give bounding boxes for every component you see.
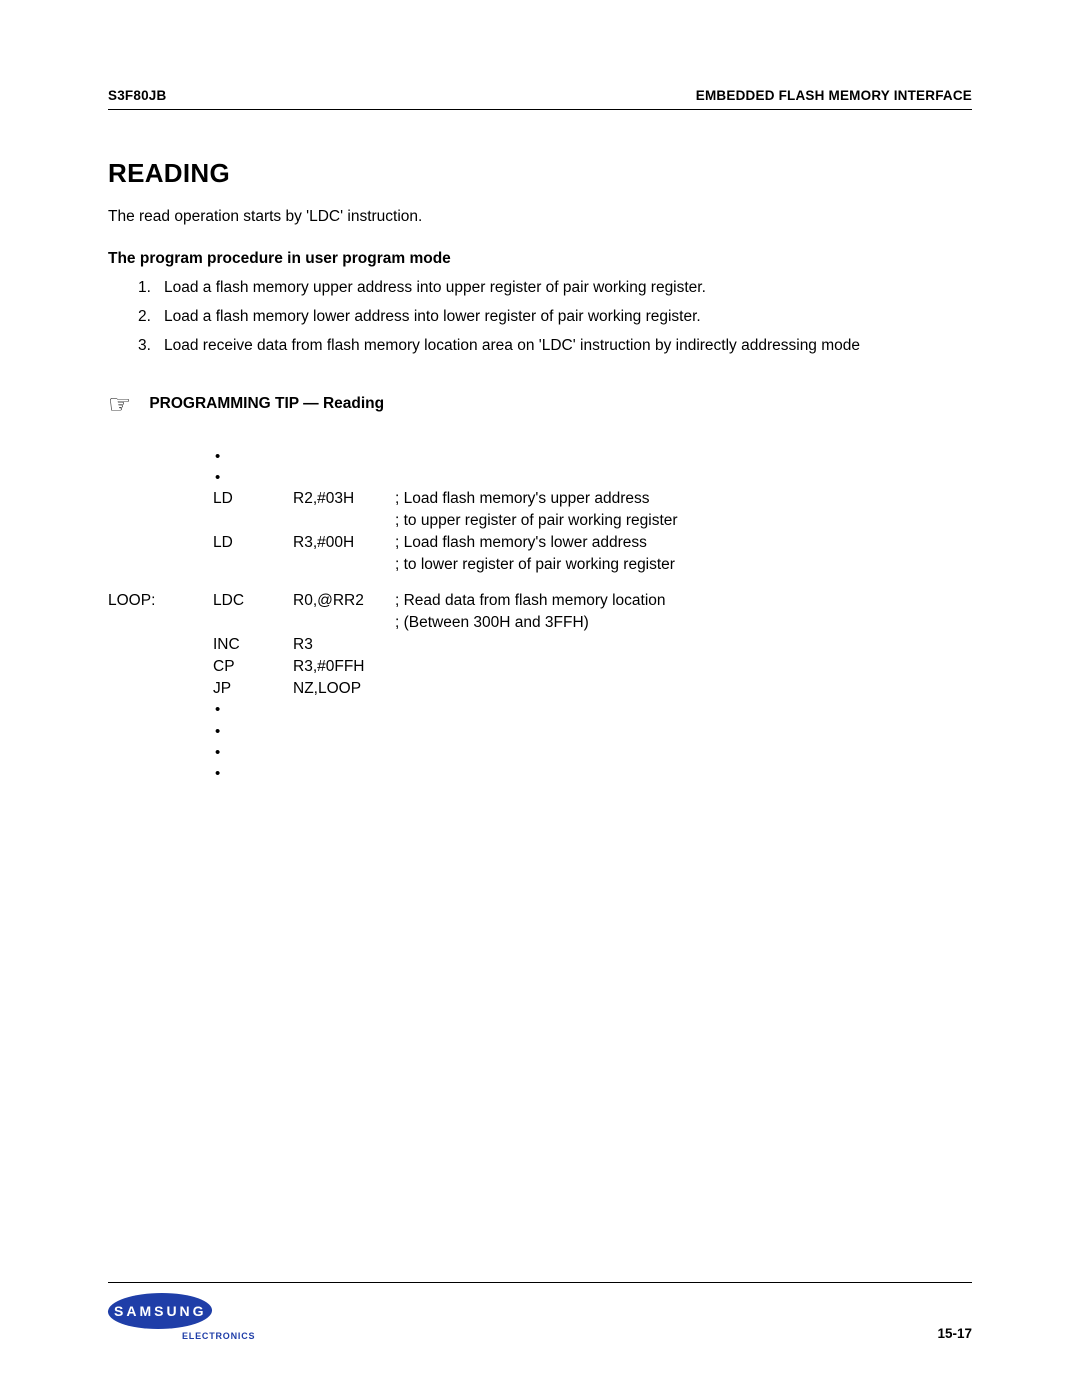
code-comment: ; Load flash memory's lower address [395,533,972,554]
code-mnemonic: LD [213,533,293,554]
code-dot-row: • [108,468,972,488]
code-operand: R0,@RR2 [293,591,395,612]
page-number: 15-17 [937,1326,972,1341]
code-row: ; to upper register of pair working regi… [108,511,972,532]
header-left: S3F80JB [108,88,166,103]
code-comment: ; (Between 300H and 3FFH) [395,613,972,634]
logo-text: SAMSUNG [114,1303,207,1319]
procedure-item: Load a flash memory upper address into u… [138,278,972,299]
code-operand: NZ,LOOP [293,679,395,700]
page-footer: SAMSUNG ELECTRONICS 15-17 [108,1282,972,1341]
code-dot-row: • [108,764,972,784]
code-comment: ; to upper register of pair working regi… [395,511,972,532]
code-mnemonic: LD [213,489,293,510]
code-mnemonic: INC [213,635,293,656]
code-mnemonic: JP [213,679,293,700]
procedure-item: Load receive data from flash memory loca… [138,336,972,357]
code-comment: ; Load flash memory's upper address [395,489,972,510]
code-comment: ; to lower register of pair working regi… [395,555,972,576]
samsung-logo: SAMSUNG ELECTRONICS [108,1293,255,1341]
code-row: LOOP: LDC R0,@RR2 ; Read data from flash… [108,591,972,612]
code-dot-row: • [108,447,972,467]
code-operand: R3 [293,635,395,656]
electronics-text: ELECTRONICS [182,1331,255,1341]
code-row: JP NZ,LOOP [108,679,972,700]
code-comment: ; Read data from flash memory location [395,591,972,612]
header-right: EMBEDDED FLASH MEMORY INTERFACE [696,88,972,103]
code-dot-row: • [108,700,972,720]
section-heading: READING [108,158,972,189]
code-row: ; to lower register of pair working regi… [108,555,972,576]
code-label [108,489,213,510]
code-row: LD R3,#00H ; Load flash memory's lower a… [108,533,972,554]
hand-pointer-icon: ☞ [108,391,131,417]
code-label: LOOP: [108,591,213,612]
programming-tip-header: ☞ PROGRAMMING TIP — Reading [108,391,972,417]
code-gap [108,577,972,591]
code-listing: • • LD R2,#03H ; Load flash memory's upp… [108,447,972,785]
tip-title: PROGRAMMING TIP — Reading [149,395,384,413]
samsung-oval-icon: SAMSUNG [108,1293,212,1329]
page-header: S3F80JB EMBEDDED FLASH MEMORY INTERFACE [108,88,972,110]
intro-paragraph: The read operation starts by 'LDC' instr… [108,207,972,228]
procedure-item: Load a flash memory lower address into l… [138,307,972,328]
code-dot-row: • [108,743,972,763]
code-mnemonic: CP [213,657,293,678]
code-dot-row: • [108,722,972,742]
code-row: ; (Between 300H and 3FFH) [108,613,972,634]
procedure-list: Load a flash memory upper address into u… [138,278,972,357]
code-row: INC R3 [108,635,972,656]
code-operand: R3,#00H [293,533,395,554]
code-row: LD R2,#03H ; Load flash memory's upper a… [108,489,972,510]
code-row: CP R3,#0FFH [108,657,972,678]
page-container: S3F80JB EMBEDDED FLASH MEMORY INTERFACE … [0,0,1080,1397]
code-mnemonic: LDC [213,591,293,612]
code-operand: R3,#0FFH [293,657,395,678]
code-operand: R2,#03H [293,489,395,510]
procedure-heading: The program procedure in user program mo… [108,250,972,268]
